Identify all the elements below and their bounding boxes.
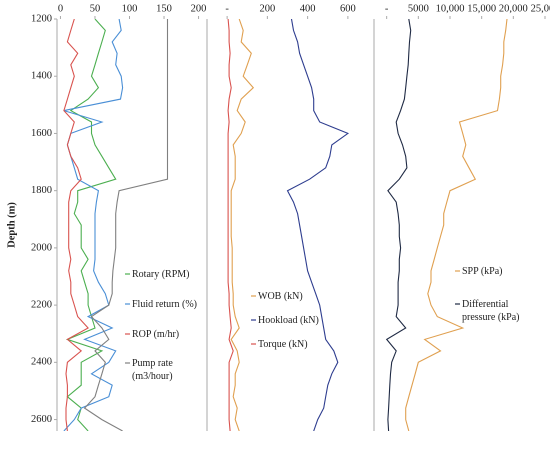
x-tick-label: 400 <box>300 3 316 14</box>
series-line <box>385 19 412 431</box>
x-tick-label: - <box>225 3 229 14</box>
y-tick-label: 1600 <box>31 128 52 139</box>
x-tick-label: 25,000 <box>531 3 550 14</box>
series-line <box>83 19 169 431</box>
legend-label: Rotary (RPM) <box>132 269 190 280</box>
x-tick-label: 200 <box>260 3 276 14</box>
x-tick-label: 10,000 <box>436 3 465 14</box>
x-tick-label: 200 <box>191 3 207 14</box>
legend-label: Differential pressure (kPa) <box>462 299 520 323</box>
x-tick-label: 15,000 <box>467 3 496 14</box>
y-tick-label: 2400 <box>31 357 52 368</box>
y-tick-label: 1800 <box>31 185 52 196</box>
series-line <box>227 19 234 431</box>
legend-label: WOB (kN) <box>258 291 303 302</box>
legend-label: Hookload (kN) <box>258 315 319 326</box>
legend-label: Pump rate (m3/hour) <box>132 358 173 382</box>
y-tick-label: 1400 <box>31 71 52 82</box>
y-tick-label: 2200 <box>31 300 52 311</box>
x-tick-label: 5000 <box>408 3 429 14</box>
y-tick-label: 2600 <box>31 414 52 425</box>
y-tick-label: 2000 <box>31 242 52 253</box>
series-line <box>405 19 508 431</box>
legend-label: SPP (kPa) <box>462 266 503 277</box>
y-axis-label: Depth (m) <box>6 202 17 248</box>
x-tick-label: 150 <box>156 3 172 14</box>
y-tick-label: 1200 <box>31 13 52 24</box>
x-tick-label: 0 <box>58 3 63 14</box>
x-tick-label: 50 <box>90 3 101 14</box>
series-line <box>63 19 89 431</box>
series-line <box>286 19 350 431</box>
series-line <box>63 19 124 431</box>
x-tick-label: 20,000 <box>499 3 528 14</box>
x-tick-label: - <box>385 3 389 14</box>
x-tick-label: 100 <box>122 3 138 14</box>
legend-label: Torque (kN) <box>258 339 308 350</box>
series-line <box>230 19 255 431</box>
series-line <box>65 19 117 431</box>
legend-label: Fluid return (%) <box>132 299 197 310</box>
x-tick-label: 600 <box>340 3 356 14</box>
legend-label: ROP (m/hr) <box>132 329 180 340</box>
